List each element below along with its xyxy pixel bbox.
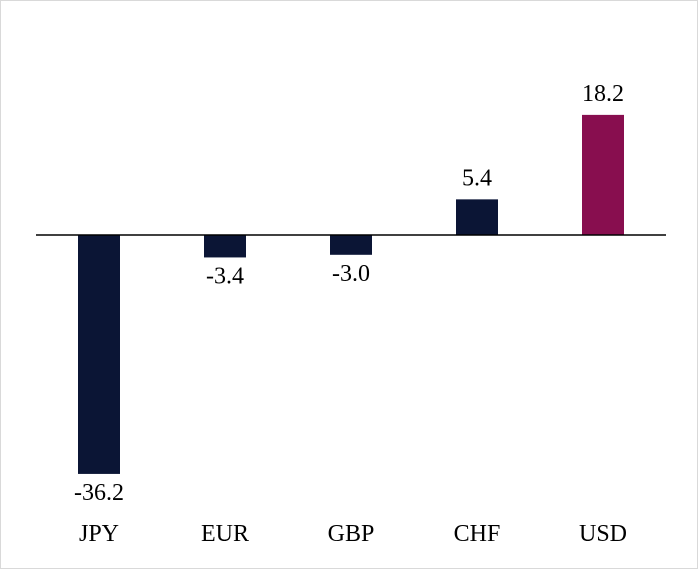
x-tick-label-chf: CHF — [454, 521, 501, 547]
bar-eur — [204, 235, 246, 258]
x-tick-labels-layer: JPY EUR GBP CHF USD — [79, 521, 627, 547]
x-tick-label-usd: USD — [579, 521, 627, 547]
data-label-chf: 5.4 — [462, 165, 492, 191]
bars-layer — [78, 114, 624, 474]
data-labels-layer: -36.2 -3.4 -3.0 5.4 18.2 — [74, 81, 624, 506]
x-tick-label-eur: EUR — [201, 521, 249, 547]
data-label-eur: -3.4 — [206, 263, 244, 289]
bar-usd — [582, 114, 624, 235]
x-tick-label-gbp: GBP — [328, 521, 375, 547]
bar-jpy — [78, 235, 120, 474]
bar-gbp — [330, 235, 372, 255]
data-label-jpy: -36.2 — [74, 480, 124, 506]
bar-chf — [456, 199, 498, 235]
data-label-usd: 18.2 — [582, 81, 624, 107]
x-tick-label-jpy: JPY — [79, 521, 119, 547]
data-label-gbp: -3.0 — [332, 261, 370, 287]
